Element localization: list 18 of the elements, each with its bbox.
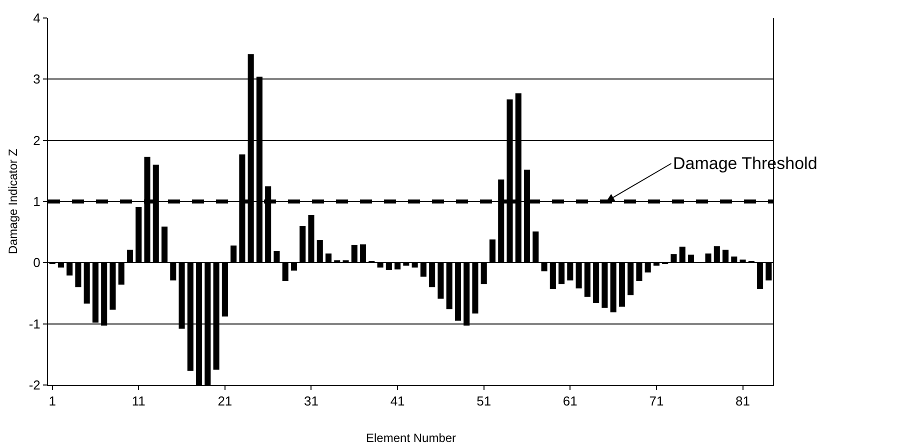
- y-tick-label: 4: [33, 10, 40, 26]
- x-tick-label: 21: [218, 394, 232, 409]
- x-tick-label: 51: [476, 394, 492, 409]
- y-tick-label: 0: [33, 255, 40, 270]
- x-tick-label: 11: [132, 394, 146, 409]
- y-tick-label: 3: [33, 72, 40, 87]
- x-axis-title: Element Number: [366, 431, 456, 443]
- x-tick-label: 1: [48, 394, 56, 409]
- y-tick-label: -2: [28, 378, 40, 393]
- x-tick-label: 61: [562, 394, 578, 409]
- y-tick-label: 2: [33, 132, 40, 148]
- y-axis-title: Damage Indicator Z: [6, 148, 20, 254]
- x-tick-label: 41: [390, 394, 405, 409]
- x-tick-label: 81: [736, 394, 750, 409]
- y-tick-label: 1: [33, 194, 40, 210]
- y-tick-label: -1: [28, 316, 40, 332]
- x-tick-label: 31: [304, 394, 318, 409]
- x-tick-label: 71: [649, 394, 664, 409]
